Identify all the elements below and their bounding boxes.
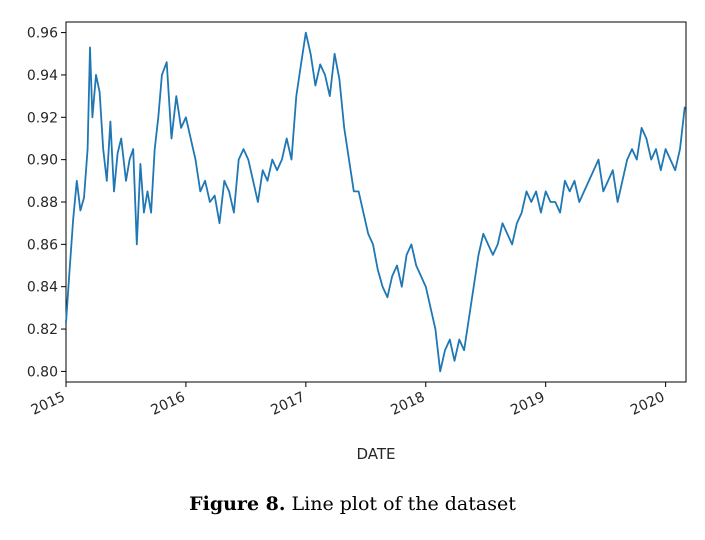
x-tick-label: 2015 (29, 389, 68, 419)
y-tick-label: 0.88 (27, 195, 58, 211)
y-axis: 0.80 0.82 0.84 0.86 0.88 0.90 0.92 0.94 0.96 (27, 26, 66, 380)
y-tick-label: 0.90 (27, 153, 58, 169)
y-tick-label: 0.80 (27, 364, 58, 380)
series-group (65, 31, 686, 373)
y-tick-label: 0.86 (27, 237, 58, 253)
x-axis: 2015 2016 2017 2018 2019 2020 (29, 382, 667, 419)
x-tick-label: 2020 (628, 389, 667, 419)
figure-caption-text: Line plot of the dataset (291, 493, 516, 515)
series-line (65, 31, 686, 373)
y-tick-label: 0.94 (27, 68, 58, 84)
line-chart: 0.80 0.82 0.84 0.86 0.88 0.90 0.92 0.94 0.96 201… (27, 21, 687, 463)
x-tick-label: 2016 (149, 389, 188, 419)
plot-area-frame (65, 21, 687, 383)
y-tick-label: 0.92 (27, 110, 58, 126)
y-tick-label: 0.82 (27, 322, 58, 338)
x-tick-label: 2018 (388, 389, 427, 419)
x-tick-label: 2019 (508, 389, 547, 419)
x-axis-title: DATE (356, 445, 395, 463)
x-tick-label: 2017 (268, 389, 307, 419)
y-tick-label: 0.96 (27, 26, 58, 42)
figure-number: Figure 8. (189, 493, 286, 515)
figure-caption: Figure 8. Line plot of the dataset (0, 493, 705, 515)
y-tick-label: 0.84 (27, 280, 58, 296)
